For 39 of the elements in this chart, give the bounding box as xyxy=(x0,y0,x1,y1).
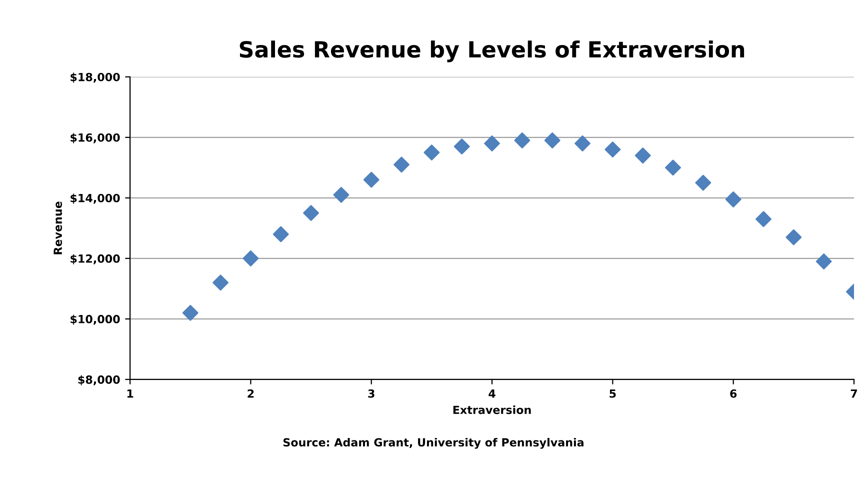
point xyxy=(303,205,320,222)
x-tick-label: 4 xyxy=(488,390,496,398)
point xyxy=(574,135,590,152)
y-tick-label: $10,000 xyxy=(70,314,120,325)
point xyxy=(484,135,500,152)
point xyxy=(454,138,470,154)
x-tick-label: 5 xyxy=(610,390,616,398)
point xyxy=(725,191,742,208)
point xyxy=(544,132,560,148)
point xyxy=(394,156,410,173)
point xyxy=(786,229,802,246)
x-tick-label: 2 xyxy=(248,389,254,398)
y-tick-label: $8,000 xyxy=(78,375,120,386)
point xyxy=(333,186,350,203)
x-axis-title: Extraversion xyxy=(453,405,531,414)
y-tick-label: $12,000 xyxy=(70,254,120,264)
point xyxy=(363,172,380,188)
y-axis-title: Revenue xyxy=(54,202,62,254)
source-note: Source: Adam Grant, University of Pennsylvania xyxy=(283,438,584,449)
point xyxy=(665,160,681,176)
x-tick-label: 3 xyxy=(368,389,374,398)
x-tick-label: 1 xyxy=(127,390,134,398)
point xyxy=(182,304,198,321)
point xyxy=(242,250,259,266)
point xyxy=(756,211,772,228)
point xyxy=(604,142,621,158)
x-tick-label: 6 xyxy=(730,389,737,398)
y-tick-label: $16,000 xyxy=(70,133,120,144)
point xyxy=(212,274,229,291)
x-tick-label: 7 xyxy=(850,390,857,398)
chart-title: Sales Revenue by Levels of Extraversion xyxy=(240,40,744,62)
point xyxy=(272,226,289,242)
point xyxy=(514,132,530,148)
point xyxy=(816,253,832,270)
y-tick-label: $14,000 xyxy=(70,194,120,204)
point xyxy=(695,174,712,191)
point xyxy=(634,148,651,164)
y-tick-label: $18,000 xyxy=(70,72,120,83)
point xyxy=(424,144,440,160)
